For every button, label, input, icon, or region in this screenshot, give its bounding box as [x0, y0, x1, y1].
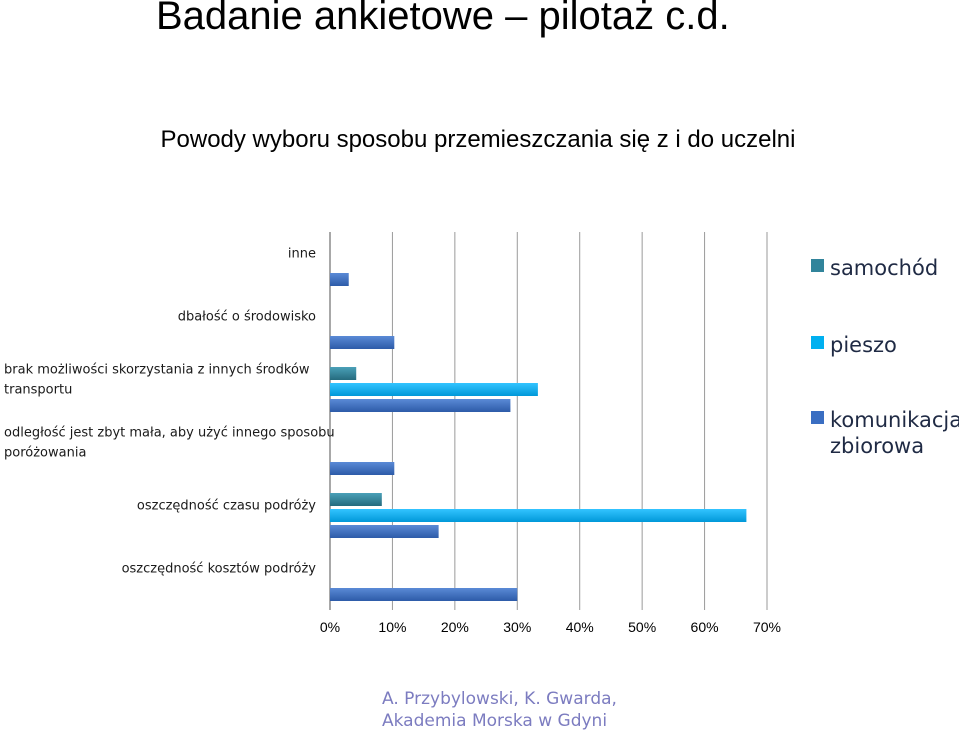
bar-komunikacja-zbiorowa-0 [330, 273, 349, 286]
category-label: odległość jest zbyt mała, aby użyć inneg… [4, 426, 335, 461]
bar-samochód-2 [330, 367, 357, 380]
x-tick-label: 30% [503, 619, 531, 635]
x-tick-label: 40% [566, 619, 594, 635]
legend-swatch [811, 411, 824, 424]
bar-komunikacja-zbiorowa-5 [330, 588, 518, 601]
category-label: dbałość o środowisko [178, 310, 316, 325]
footer-credits: A. Przybylowski, K. Gwarda, Akademia Mor… [382, 688, 617, 732]
category-label: brak możliwości skorzystania z innych śr… [4, 363, 310, 398]
footer-authors: A. Przybylowski, K. Gwarda, [382, 689, 617, 709]
legend-label: samochód [830, 256, 938, 280]
bar-komunikacja-zbiorowa-4 [330, 525, 439, 538]
legend-label: komunikacja zbiorowa [830, 408, 959, 458]
category-label: inne [288, 247, 316, 262]
category-label: oszczędność kosztów podróży [122, 562, 317, 577]
x-tick-label: 10% [378, 619, 406, 635]
chart-title: Powody wyboru sposobu przemieszczania si… [161, 126, 796, 153]
x-tick-label: 20% [441, 619, 469, 635]
footer-affiliation: Akademia Morska w Gdyni [382, 711, 608, 731]
x-tick-label: 60% [691, 619, 719, 635]
x-tick-label: 70% [753, 619, 781, 635]
legend-label: pieszo [830, 333, 897, 357]
bar-samochód-4 [330, 493, 382, 506]
bar-pieszo-4 [330, 509, 747, 522]
category-label: oszczędność czasu podróży [137, 499, 316, 514]
x-tick-label: 50% [628, 619, 656, 635]
bar-komunikacja-zbiorowa-1 [330, 336, 395, 349]
legend-swatch [811, 336, 824, 349]
bar-pieszo-2 [330, 383, 538, 396]
bar-komunikacja-zbiorowa-3 [330, 462, 395, 475]
bar-komunikacja-zbiorowa-2 [330, 399, 511, 412]
legend-swatch [811, 259, 824, 272]
x-tick-label: 0% [320, 619, 340, 635]
slide-title: Badanie ankietowe – pilotaż c.d. [156, 0, 730, 38]
